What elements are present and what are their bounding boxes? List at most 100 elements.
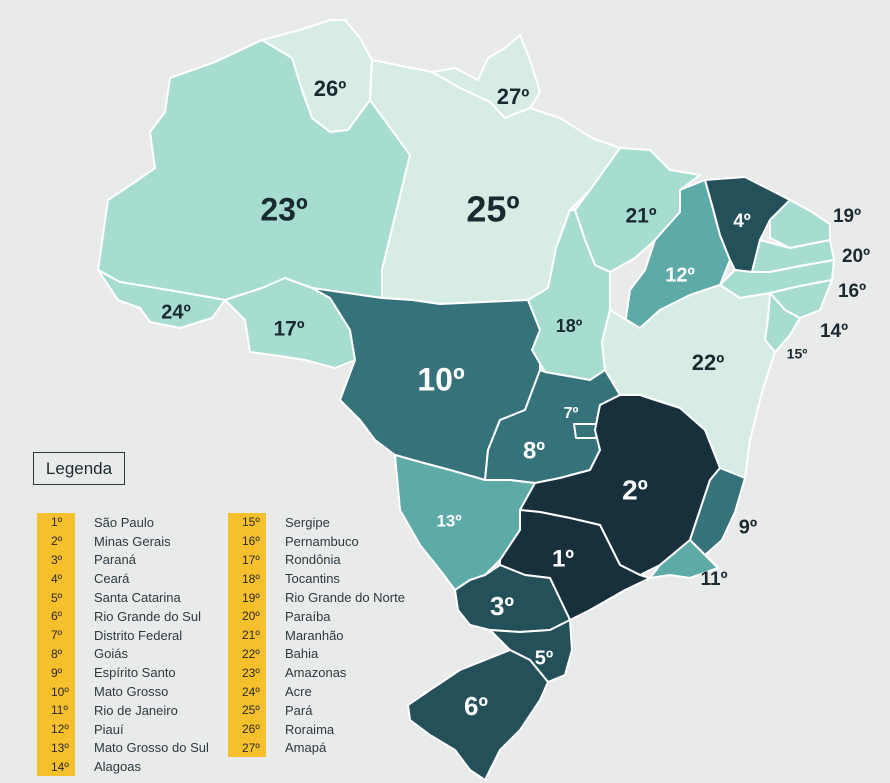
state-rank-label-pernambuco: 16º: [838, 281, 866, 302]
legend-state-name: Piauí: [94, 721, 124, 737]
legend-rank: 22º: [228, 644, 266, 664]
state-rank-label-acre: 24º: [161, 301, 191, 323]
legend-row: 2º Minas Gerais: [37, 531, 209, 551]
legend-state-name: Amazonas: [285, 665, 347, 681]
legend-rank: 12º: [37, 719, 75, 739]
legend-state-name: Maranhão: [285, 627, 344, 643]
legend-rank: 15º: [228, 513, 266, 532]
legend-rank: 11º: [37, 700, 75, 720]
legend-row: 20º Paraíba: [228, 606, 405, 626]
state-rank-label-distrito-federal: 7º: [564, 405, 579, 422]
legend-row: 15º Sergipe: [228, 513, 405, 532]
state-rank-label-goias: 8º: [523, 437, 545, 464]
legend-rank: 14º: [37, 757, 75, 777]
legend-rank: 10º: [37, 682, 75, 701]
state-rank-label-sao-paulo: 1º: [552, 545, 574, 572]
state-rank-label-rio-grande-do-sul: 6º: [464, 691, 488, 721]
state-rank-label-paraiba: 20º: [842, 246, 870, 267]
state-rank-label-rondonia: 17º: [273, 318, 304, 341]
legend-state-name: Goiás: [94, 646, 128, 662]
legend-state-name: Pernambuco: [285, 533, 359, 549]
legend-row: 18º Tocantins: [228, 569, 405, 589]
legend-state-name: Rio Grande do Norte: [285, 590, 405, 606]
state-rank-label-para: 25º: [466, 189, 519, 230]
legend-rank: 26º: [228, 719, 266, 739]
state-rio-grande-do-sul[interactable]: [407, 649, 549, 781]
legend-rank: 19º: [228, 588, 266, 607]
state-rank-label-parana: 3º: [490, 591, 514, 621]
legend-state-name: Bahia: [285, 646, 319, 662]
legend-row: 3º Paraná: [37, 550, 209, 570]
state-rank-label-amapa: 27º: [497, 84, 530, 109]
legend-state-name: Pará: [285, 702, 313, 718]
state-rank-label-tocantins: 18º: [556, 316, 583, 336]
state-rank-label-minas-gerais: 2º: [622, 474, 648, 505]
state-rank-label-alagoas: 14º: [820, 321, 848, 342]
state-rank-label-ceara: 4º: [733, 211, 751, 232]
legend-row: 17º Rondônia: [228, 550, 405, 570]
legend-rank: 23º: [228, 663, 266, 683]
state-acre[interactable]: [97, 269, 226, 329]
state-rank-label-espirito-santo: 9º: [739, 516, 757, 538]
state-rank-label-rio-grande-do-norte: 19º: [833, 206, 861, 227]
legend-rank: 24º: [228, 682, 266, 701]
state-rank-label-amazonas: 23º: [260, 191, 308, 227]
state-rank-label-sergipe: 15º: [787, 346, 808, 362]
legend-state-name: Rio Grande do Sul: [94, 608, 201, 624]
state-sao-paulo[interactable]: [499, 509, 651, 621]
legend-row: 25º Pará: [228, 700, 405, 720]
legend-row: 10º Mato Grosso: [37, 682, 209, 701]
legend-state-name: Rio de Janeiro: [94, 702, 178, 718]
state-rio-de-janeiro[interactable]: [649, 539, 719, 579]
legend-rank: 25º: [228, 700, 266, 720]
legend-column-1: 1º São Paulo 2º Minas Gerais 3º Paraná 4º Ceará…: [37, 513, 209, 777]
legend-rank: 8º: [37, 644, 75, 664]
legend-rank: 21º: [228, 625, 266, 645]
state-rank-label-roraima: 26º: [314, 76, 347, 101]
legend-row: 4º Ceará: [37, 569, 209, 589]
legend-row: 21º Maranhão: [228, 625, 405, 645]
legend-row: 23º Amazonas: [228, 663, 405, 683]
legend-state-name: Acre: [285, 684, 312, 700]
legend-state-name: Sergipe: [285, 514, 330, 530]
legend-rank: 13º: [37, 738, 75, 758]
legend-rank: 7º: [37, 625, 75, 645]
state-rank-label-santa-catarina: 5º: [535, 647, 553, 669]
legend-row: 24º Acre: [228, 682, 405, 701]
legend-row: 13º Mato Grosso do Sul: [37, 738, 209, 758]
legend-row: 8º Goiás: [37, 644, 209, 664]
state-rank-label-maranhao: 21º: [625, 205, 656, 228]
legend-state-name: Paraíba: [285, 608, 331, 624]
legend-state-name: Ceará: [94, 571, 130, 587]
legend-state-name: Amapá: [285, 740, 327, 756]
legend-rank: 20º: [228, 606, 266, 626]
legend-row: 6º Rio Grande do Sul: [37, 606, 209, 626]
legend-row: 9º Espírito Santo: [37, 663, 209, 683]
legend-rank: 18º: [228, 569, 266, 589]
legend-rank: 6º: [37, 606, 75, 626]
legend-row: 11º Rio de Janeiro: [37, 700, 209, 720]
legend-rank: 16º: [228, 531, 266, 551]
legend-state-name: Rondônia: [285, 552, 341, 568]
legend-row: 22º Bahia: [228, 644, 405, 664]
legend-row: 19º Rio Grande do Norte: [228, 588, 405, 607]
legend-rank: 27º: [228, 738, 266, 758]
legend-row: 5º Santa Catarina: [37, 588, 209, 607]
legend-state-name: Roraima: [285, 721, 335, 737]
legend-column-2: 15º Sergipe 16º Pernambuco 17º Rondônia 18º Toc…: [228, 513, 405, 758]
legend-row: 14º Alagoas: [37, 757, 209, 777]
legend-row: 12º Piauí: [37, 719, 209, 739]
legend-rank: 17º: [228, 550, 266, 570]
legend-rank: 9º: [37, 663, 75, 683]
legend-state-name: Santa Catarina: [94, 590, 181, 606]
legend-state-name: Minas Gerais: [94, 533, 171, 549]
legend-state-name: Mato Grosso do Sul: [94, 740, 209, 756]
legend-state-name: Alagoas: [94, 759, 141, 775]
legend-state-name: Tocantins: [285, 571, 340, 587]
legend-row: 7º Distrito Federal: [37, 625, 209, 645]
legend-state-name: Espírito Santo: [94, 665, 176, 681]
legend-row: 16º Pernambuco: [228, 531, 405, 551]
legend-row: 27º Amapá: [228, 738, 405, 758]
legend-state-name: São Paulo: [94, 514, 154, 530]
